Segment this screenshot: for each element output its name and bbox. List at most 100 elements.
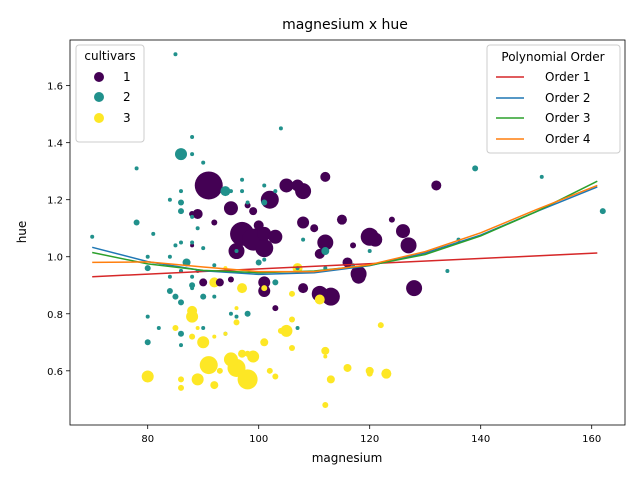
scatter-point-cultivar-2: [167, 274, 172, 279]
scatter-point-cultivar-3: [197, 336, 210, 349]
scatter-point-cultivar-2: [156, 326, 161, 331]
scatter-point-cultivar-2: [179, 189, 183, 194]
scatter-point-cultivar-2: [178, 299, 184, 306]
scatter-point-cultivar-3: [178, 384, 184, 391]
scatter-point-cultivar-2: [240, 177, 245, 182]
scatter-point-cultivar-2: [134, 166, 139, 171]
x-tick-label: 160: [582, 434, 601, 445]
scatter-point-cultivar-3: [141, 370, 154, 383]
scatter-point-cultivar-2: [220, 186, 231, 197]
scatter-point-cultivar-3: [199, 356, 218, 375]
legend-fit-entry: Order 4: [496, 132, 591, 146]
scatter-point-cultivar-1: [342, 257, 353, 268]
scatter-point-cultivar-2: [200, 293, 207, 300]
y-tick-label: 1.0: [47, 253, 63, 264]
scatter-point-cultivar-2: [228, 311, 233, 316]
scatter-point-cultivar-3: [381, 368, 392, 379]
scatter-point-cultivar-1: [244, 202, 251, 209]
scatter-point-cultivar-3: [244, 350, 251, 357]
x-tick-label: 80: [141, 434, 154, 445]
scatter-point-cultivar-1: [215, 278, 224, 287]
scatter-point-cultivar-1: [192, 208, 203, 219]
legend-fit-label: Order 1: [545, 70, 591, 84]
plot-area: [90, 52, 606, 409]
legend-cultivars-entry: 1: [94, 70, 131, 84]
scatter-point-cultivar-2: [173, 243, 178, 248]
scatter-point-cultivar-3: [178, 376, 184, 383]
scatter-point-cultivar-3: [280, 324, 293, 337]
scatter-point-cultivar-2: [212, 294, 217, 299]
scatter-point-cultivar-1: [190, 243, 195, 248]
legend-cultivars-marker: [94, 113, 104, 123]
scatter-point-cultivar-2: [273, 189, 278, 194]
fit-line-order-4: [92, 184, 598, 273]
scatter-point-cultivar-3: [172, 325, 179, 332]
scatter-point-cultivar-1: [249, 207, 258, 216]
scatter-point-cultivar-2: [167, 254, 172, 259]
scatter-point-cultivar-2: [201, 246, 206, 251]
scatter-point-cultivar-3: [289, 345, 295, 351]
scatter-point-cultivar-3: [216, 367, 223, 374]
scatter-point-cultivar-3: [377, 322, 384, 329]
scatter-point-cultivar-2: [201, 326, 206, 331]
legend-fit-label: Order 3: [545, 111, 591, 125]
scatter-point-cultivar-1: [223, 201, 238, 216]
scatter-point-cultivar-2: [240, 189, 245, 194]
scatter-point-cultivar-2: [445, 269, 450, 273]
scatter-point-cultivar-2: [234, 314, 239, 319]
scatter-point-cultivar-2: [189, 282, 196, 289]
y-tick-label: 1.2: [47, 196, 63, 207]
scatter-point-cultivar-1: [320, 171, 331, 182]
legend-cultivars-title: cultivars: [84, 49, 135, 63]
legend-cultivars-entry: 3: [94, 111, 131, 125]
scatter-point-cultivar-2: [190, 286, 195, 291]
scatter-point-cultivar-1: [431, 180, 442, 191]
scatter-point-cultivar-2: [301, 237, 306, 242]
scatter-point-cultivar-2: [190, 152, 195, 157]
scatter-point-cultivar-2: [144, 339, 151, 346]
scatter-point-cultivar-1: [227, 276, 234, 283]
scatter-point-cultivar-1: [279, 178, 294, 193]
scatter-point-cultivar-3: [212, 334, 217, 339]
scatter-point-cultivar-2: [167, 197, 172, 202]
legend-fit-label: Order 2: [545, 91, 591, 105]
scatter-point-cultivar-2: [295, 326, 300, 331]
scatter-point-cultivar-2: [90, 234, 95, 239]
scatter-point-cultivar-2: [201, 160, 206, 165]
scatter-point-cultivar-1: [211, 219, 218, 226]
scatter-point-cultivar-3: [237, 283, 248, 294]
scatter-point-cultivar-1: [350, 242, 357, 249]
legend-cultivars-marker: [94, 72, 104, 82]
legend-cultivars-label: 2: [123, 90, 131, 104]
scatter-point-cultivar-2: [245, 200, 250, 205]
legend-cultivars-marker: [94, 92, 104, 102]
scatter-point-cultivar-1: [396, 224, 410, 239]
scatter-point-cultivar-2: [190, 134, 195, 139]
scatter-point-cultivar-2: [173, 52, 178, 57]
axes-frame: [69, 39, 626, 426]
x-axis-label: magnesium: [312, 451, 383, 465]
scatter-point-cultivar-1: [291, 179, 304, 192]
scatter-point-cultivar-2: [145, 314, 150, 319]
scatter-point-cultivar-2: [166, 287, 173, 294]
scatter-point-cultivar-3: [343, 363, 352, 372]
scatter-point-cultivar-2: [262, 257, 267, 262]
scatter-point-cultivar-1: [351, 269, 366, 284]
scatter-point-cultivar-2: [151, 231, 156, 236]
scatter-point-cultivar-3: [289, 316, 295, 323]
scatter-point-cultivar-2: [472, 165, 479, 172]
scatter-point-cultivar-2: [261, 199, 268, 206]
scatter-point-cultivar-1: [199, 278, 208, 287]
scatter-point-cultivar-1: [253, 220, 264, 231]
y-tick-label: 1.6: [47, 82, 63, 93]
scatter-point-cultivar-2: [244, 310, 251, 317]
legend-fit-entry: Order 1: [496, 70, 591, 84]
scatter-point-cultivar-2: [178, 208, 184, 215]
x-axis-ticks: 80 100 120 140 160: [141, 425, 601, 445]
scatter-point-cultivar-1: [400, 237, 417, 254]
scatter-point-cultivar-2: [182, 258, 191, 267]
scatter-point-cultivar-1: [268, 229, 283, 244]
scatter-point-cultivar-3: [272, 373, 279, 380]
scatter-point-cultivar-2: [228, 189, 233, 194]
scatter-point-cultivar-2: [272, 279, 279, 286]
